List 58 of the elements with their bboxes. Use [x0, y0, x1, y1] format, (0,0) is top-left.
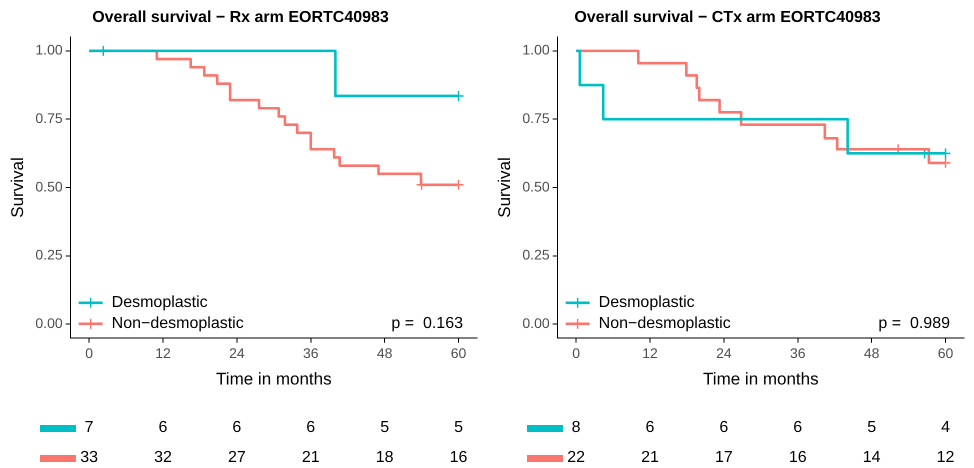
- text: 18: [376, 449, 394, 467]
- text: 12: [936, 449, 954, 467]
- x-tick-label: 0: [572, 345, 580, 362]
- text: 6: [646, 419, 654, 437]
- text: 6: [306, 419, 316, 437]
- x-tick-label: 36: [302, 345, 319, 362]
- text: 14: [862, 449, 881, 467]
- y-tick-label: 1.00: [522, 42, 550, 58]
- x-tick-label: 12: [642, 345, 658, 362]
- legend-label: Non−desmoplastic: [112, 315, 244, 332]
- text: 32: [154, 449, 172, 467]
- x-tick-label: 24: [229, 345, 245, 362]
- text: 6: [719, 419, 728, 437]
- text: 6: [793, 419, 802, 437]
- x-tick-label: 24: [716, 345, 732, 362]
- text: 16: [450, 449, 468, 467]
- y-axis-title: Survival: [8, 157, 27, 218]
- text: 6: [232, 419, 242, 437]
- x-tick-label: 0: [85, 345, 94, 362]
- legend-label: Desmoplastic: [598, 294, 695, 312]
- y-tick-label: 0.50: [522, 178, 550, 194]
- text: 33: [80, 449, 98, 467]
- text: 4: [941, 419, 950, 437]
- x-tick-label: 48: [376, 345, 393, 362]
- legend-label: Desmoplastic: [112, 294, 208, 312]
- y-tick-label: 0.25: [522, 246, 550, 263]
- y-tick-label: 0.75: [522, 110, 550, 126]
- text: 5: [867, 419, 876, 437]
- text: 21: [641, 449, 659, 467]
- text: 21: [302, 449, 320, 467]
- x-axis-title: Time in months: [703, 369, 819, 388]
- x-tick-label: 60: [938, 345, 954, 362]
- text: 5: [380, 419, 390, 437]
- text: 22: [567, 449, 586, 467]
- text: 7: [84, 419, 94, 437]
- text: 8: [572, 419, 581, 437]
- text: 5: [454, 419, 463, 437]
- x-tick-label: 12: [155, 345, 171, 362]
- legend-label: Non−desmoplastic: [598, 315, 731, 332]
- text: 6: [158, 419, 168, 437]
- annotation: p = 0.989: [878, 315, 950, 332]
- y-tick-label: 0.75: [35, 110, 63, 126]
- x-tick-label: 60: [450, 345, 467, 362]
- annotation: p = 0.163: [391, 315, 464, 332]
- y-tick-label: 1.00: [35, 42, 63, 58]
- y-tick-label: 0.25: [35, 246, 63, 263]
- x-axis-title: Time in months: [216, 369, 332, 388]
- x-tick-label: 48: [864, 345, 880, 362]
- y-tick-label: 0.50: [35, 178, 63, 194]
- chart-title: Overall survival − CTx arm EORTC40983: [574, 9, 881, 26]
- chart-title: Overall survival − Rx arm EORTC40983: [92, 9, 389, 26]
- text: 17: [714, 449, 733, 467]
- x-tick-label: 36: [790, 345, 806, 362]
- text: 27: [228, 449, 246, 467]
- y-tick-label: 0.00: [35, 314, 63, 331]
- text: 16: [788, 449, 807, 467]
- y-tick-label: 0.00: [522, 314, 550, 331]
- y-axis-title: Survival: [494, 157, 514, 218]
